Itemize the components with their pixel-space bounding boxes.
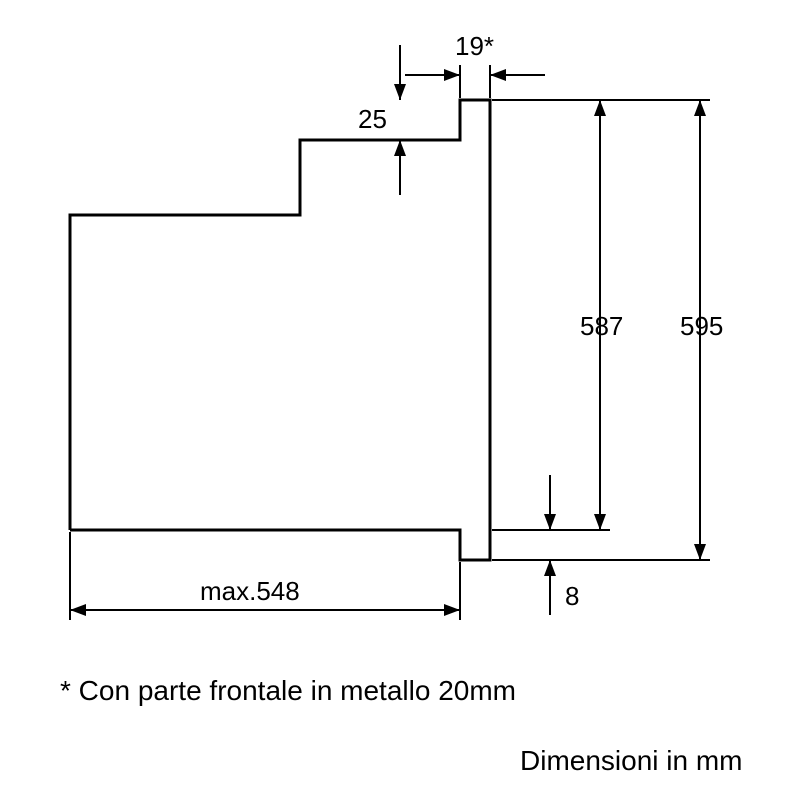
units-note: Dimensioni in mm <box>520 745 743 776</box>
dim-width-label: max.548 <box>200 576 300 606</box>
dim-8-label: 8 <box>565 581 579 611</box>
dim-25-label: 25 <box>358 104 387 134</box>
dim-19: 19* <box>405 31 545 98</box>
dim-587: 587 <box>492 100 710 530</box>
dim-8: 8 <box>544 475 579 615</box>
dim-587-label: 587 <box>580 311 623 341</box>
dim-width: max.548 <box>70 532 460 620</box>
profile-outline <box>70 100 490 560</box>
dimension-drawing: 19* 25 587 595 8 <box>0 0 800 800</box>
dim-25: 25 <box>302 45 410 195</box>
dim-595-label: 595 <box>680 311 723 341</box>
dim-19-label: 19* <box>455 31 494 61</box>
footnote: * Con parte frontale in metallo 20mm <box>60 675 516 706</box>
